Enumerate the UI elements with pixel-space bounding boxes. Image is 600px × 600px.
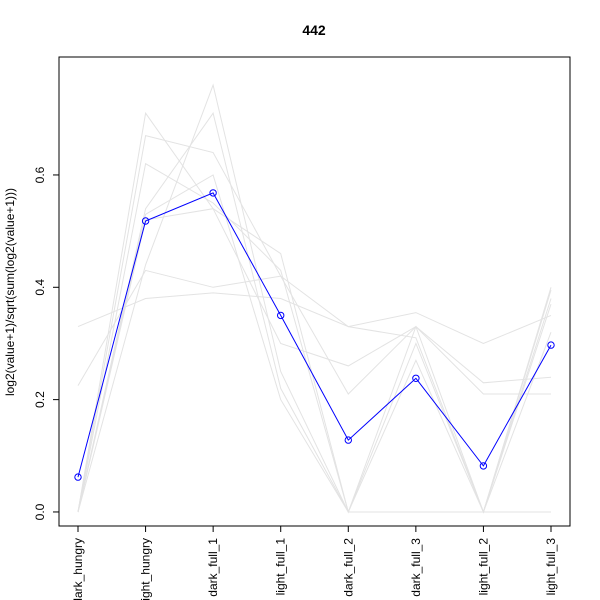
y-axis-label: log2(value+1)/sqrt(sum(log2(value+1))) — [3, 188, 17, 396]
highlight-point — [74, 473, 82, 481]
x-axis: dark_hungry light_hungry dark_full_1 light_… — [71, 525, 558, 600]
y-tick-label: 0.6 — [33, 166, 47, 183]
highlight-point — [344, 436, 352, 444]
y-tick-label: 0.2 — [33, 391, 47, 408]
background-series-line — [77, 111, 551, 513]
background-lines — [77, 83, 552, 514]
y-tick-label: 0.4 — [33, 279, 47, 296]
background-series-line — [77, 208, 552, 514]
y-axis: 0.0 0.2 0.4 0.6 — [33, 166, 60, 520]
x-tick-label: dark_hungry — [71, 538, 85, 600]
highlight-point — [479, 462, 488, 470]
chart-title: 442 — [302, 22, 326, 38]
highlight-point — [547, 341, 555, 349]
background-series-line — [77, 292, 552, 345]
x-tick-label: light_hungry — [139, 538, 153, 600]
highlight-series-line — [77, 192, 552, 478]
x-tick-label: light_full_3 — [544, 538, 558, 596]
highlight-point — [141, 217, 150, 225]
y-tick-label: 0.0 — [33, 503, 47, 520]
x-tick-label: dark_full_2 — [341, 538, 355, 597]
background-series-line — [77, 162, 552, 513]
highlight-point — [209, 189, 217, 197]
background-series-line — [77, 112, 552, 514]
x-tick-label: light_full_2 — [476, 538, 490, 596]
background-series-line — [77, 134, 552, 514]
highlight-point — [412, 374, 420, 382]
x-tick-label: light_full_1 — [274, 538, 288, 596]
background-series-line — [77, 83, 552, 514]
x-tick-label: dark_full_3 — [409, 538, 423, 597]
highlight-series — [74, 189, 555, 481]
x-tick-label: dark_full_1 — [206, 538, 220, 597]
highlight-point — [277, 311, 285, 320]
